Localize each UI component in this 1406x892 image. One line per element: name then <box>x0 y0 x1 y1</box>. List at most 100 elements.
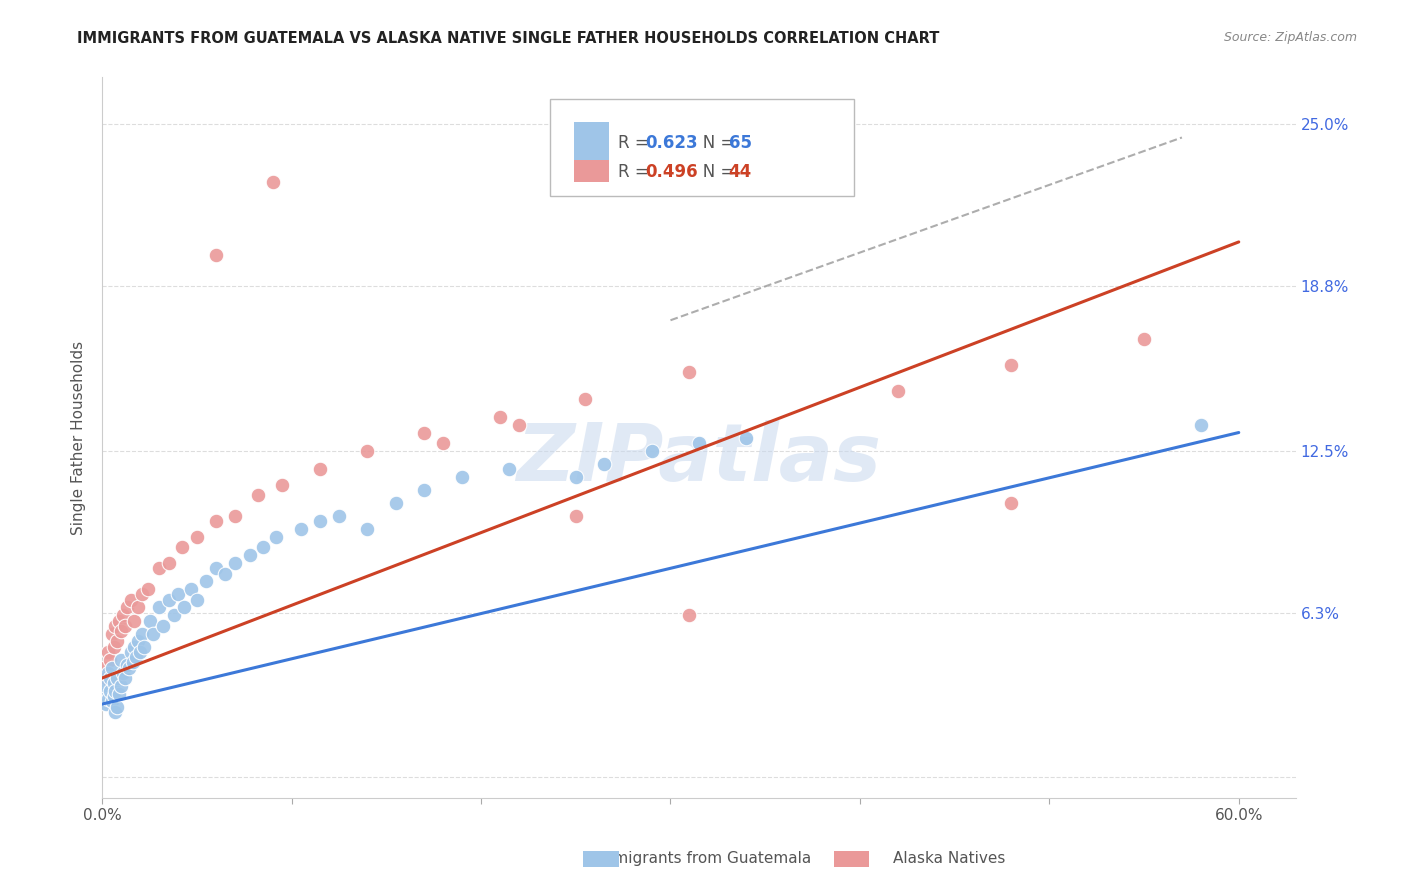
Point <box>170 541 193 555</box>
Point <box>413 483 436 497</box>
Point <box>105 671 128 685</box>
Point <box>173 600 195 615</box>
Point <box>94 679 117 693</box>
Point <box>157 592 180 607</box>
Point <box>94 671 117 685</box>
Point <box>131 626 153 640</box>
Point <box>1133 332 1156 346</box>
Point <box>640 443 662 458</box>
Text: 0.496: 0.496 <box>645 163 697 181</box>
Point <box>508 417 530 432</box>
Point <box>239 548 262 562</box>
Point <box>136 582 159 597</box>
Point <box>688 436 710 450</box>
Point <box>309 514 332 528</box>
Point <box>93 687 115 701</box>
FancyBboxPatch shape <box>550 99 853 196</box>
Point <box>115 657 138 672</box>
Point <box>108 687 131 701</box>
Point <box>1000 358 1022 372</box>
Text: R =: R = <box>617 163 654 181</box>
Text: N =: N = <box>688 163 740 181</box>
Point <box>735 431 758 445</box>
Point <box>180 582 202 597</box>
Point <box>678 366 700 380</box>
Point <box>1189 417 1212 432</box>
Point <box>678 608 700 623</box>
Text: 65: 65 <box>728 134 752 152</box>
Point <box>498 462 520 476</box>
Point <box>105 634 128 648</box>
Point <box>138 614 160 628</box>
Point <box>127 634 149 648</box>
Point <box>125 650 148 665</box>
Point <box>290 522 312 536</box>
Point <box>356 443 378 458</box>
Text: IMMIGRANTS FROM GUATEMALA VS ALASKA NATIVE SINGLE FATHER HOUSEHOLDS CORRELATION : IMMIGRANTS FROM GUATEMALA VS ALASKA NATI… <box>77 31 939 46</box>
Point <box>148 600 170 615</box>
Point <box>205 514 228 528</box>
Point <box>93 660 115 674</box>
Point <box>103 676 125 690</box>
Point <box>100 626 122 640</box>
Point <box>262 175 284 189</box>
Point <box>163 608 186 623</box>
Text: ZIPatlas: ZIPatlas <box>516 420 882 499</box>
Point <box>103 640 125 654</box>
Point <box>413 425 436 440</box>
Point <box>124 640 146 654</box>
Y-axis label: Single Father Households: Single Father Households <box>72 341 86 535</box>
Point <box>356 522 378 536</box>
Point <box>271 477 294 491</box>
Point <box>887 384 910 398</box>
Point <box>124 614 146 628</box>
Text: 0.623: 0.623 <box>645 134 697 152</box>
Point <box>110 679 132 693</box>
Point <box>309 462 332 476</box>
Point <box>157 556 180 570</box>
Point <box>129 645 152 659</box>
Point <box>246 488 269 502</box>
Point <box>385 496 408 510</box>
Point <box>148 561 170 575</box>
Point <box>97 665 120 680</box>
Point <box>565 470 588 484</box>
Point <box>574 392 596 406</box>
Point <box>103 690 125 704</box>
Point <box>104 619 127 633</box>
Point <box>1000 496 1022 510</box>
Point <box>114 671 136 685</box>
Text: 44: 44 <box>728 163 752 181</box>
Point <box>118 660 141 674</box>
Point <box>112 608 135 623</box>
Point <box>489 409 512 424</box>
Point <box>224 556 246 570</box>
Point <box>186 592 208 607</box>
Point <box>142 626 165 640</box>
Point <box>152 619 174 633</box>
Point <box>127 600 149 615</box>
Point <box>252 541 274 555</box>
Point <box>593 457 616 471</box>
Text: Alaska Natives: Alaska Natives <box>893 851 1005 865</box>
Point <box>94 697 117 711</box>
Point <box>110 653 132 667</box>
Point <box>121 655 143 669</box>
Point <box>104 705 127 719</box>
Point <box>97 691 120 706</box>
Point <box>104 684 127 698</box>
Point <box>108 614 131 628</box>
Point <box>115 600 138 615</box>
Point <box>100 660 122 674</box>
Text: Source: ZipAtlas.com: Source: ZipAtlas.com <box>1223 31 1357 45</box>
Text: R =: R = <box>617 134 654 152</box>
Point <box>100 694 122 708</box>
Point <box>451 470 474 484</box>
Text: N =: N = <box>688 134 740 152</box>
Point <box>98 671 121 685</box>
Point <box>205 248 228 262</box>
Point <box>120 645 142 659</box>
Point <box>120 592 142 607</box>
Point <box>214 566 236 581</box>
Text: Immigrants from Guatemala: Immigrants from Guatemala <box>595 851 811 865</box>
